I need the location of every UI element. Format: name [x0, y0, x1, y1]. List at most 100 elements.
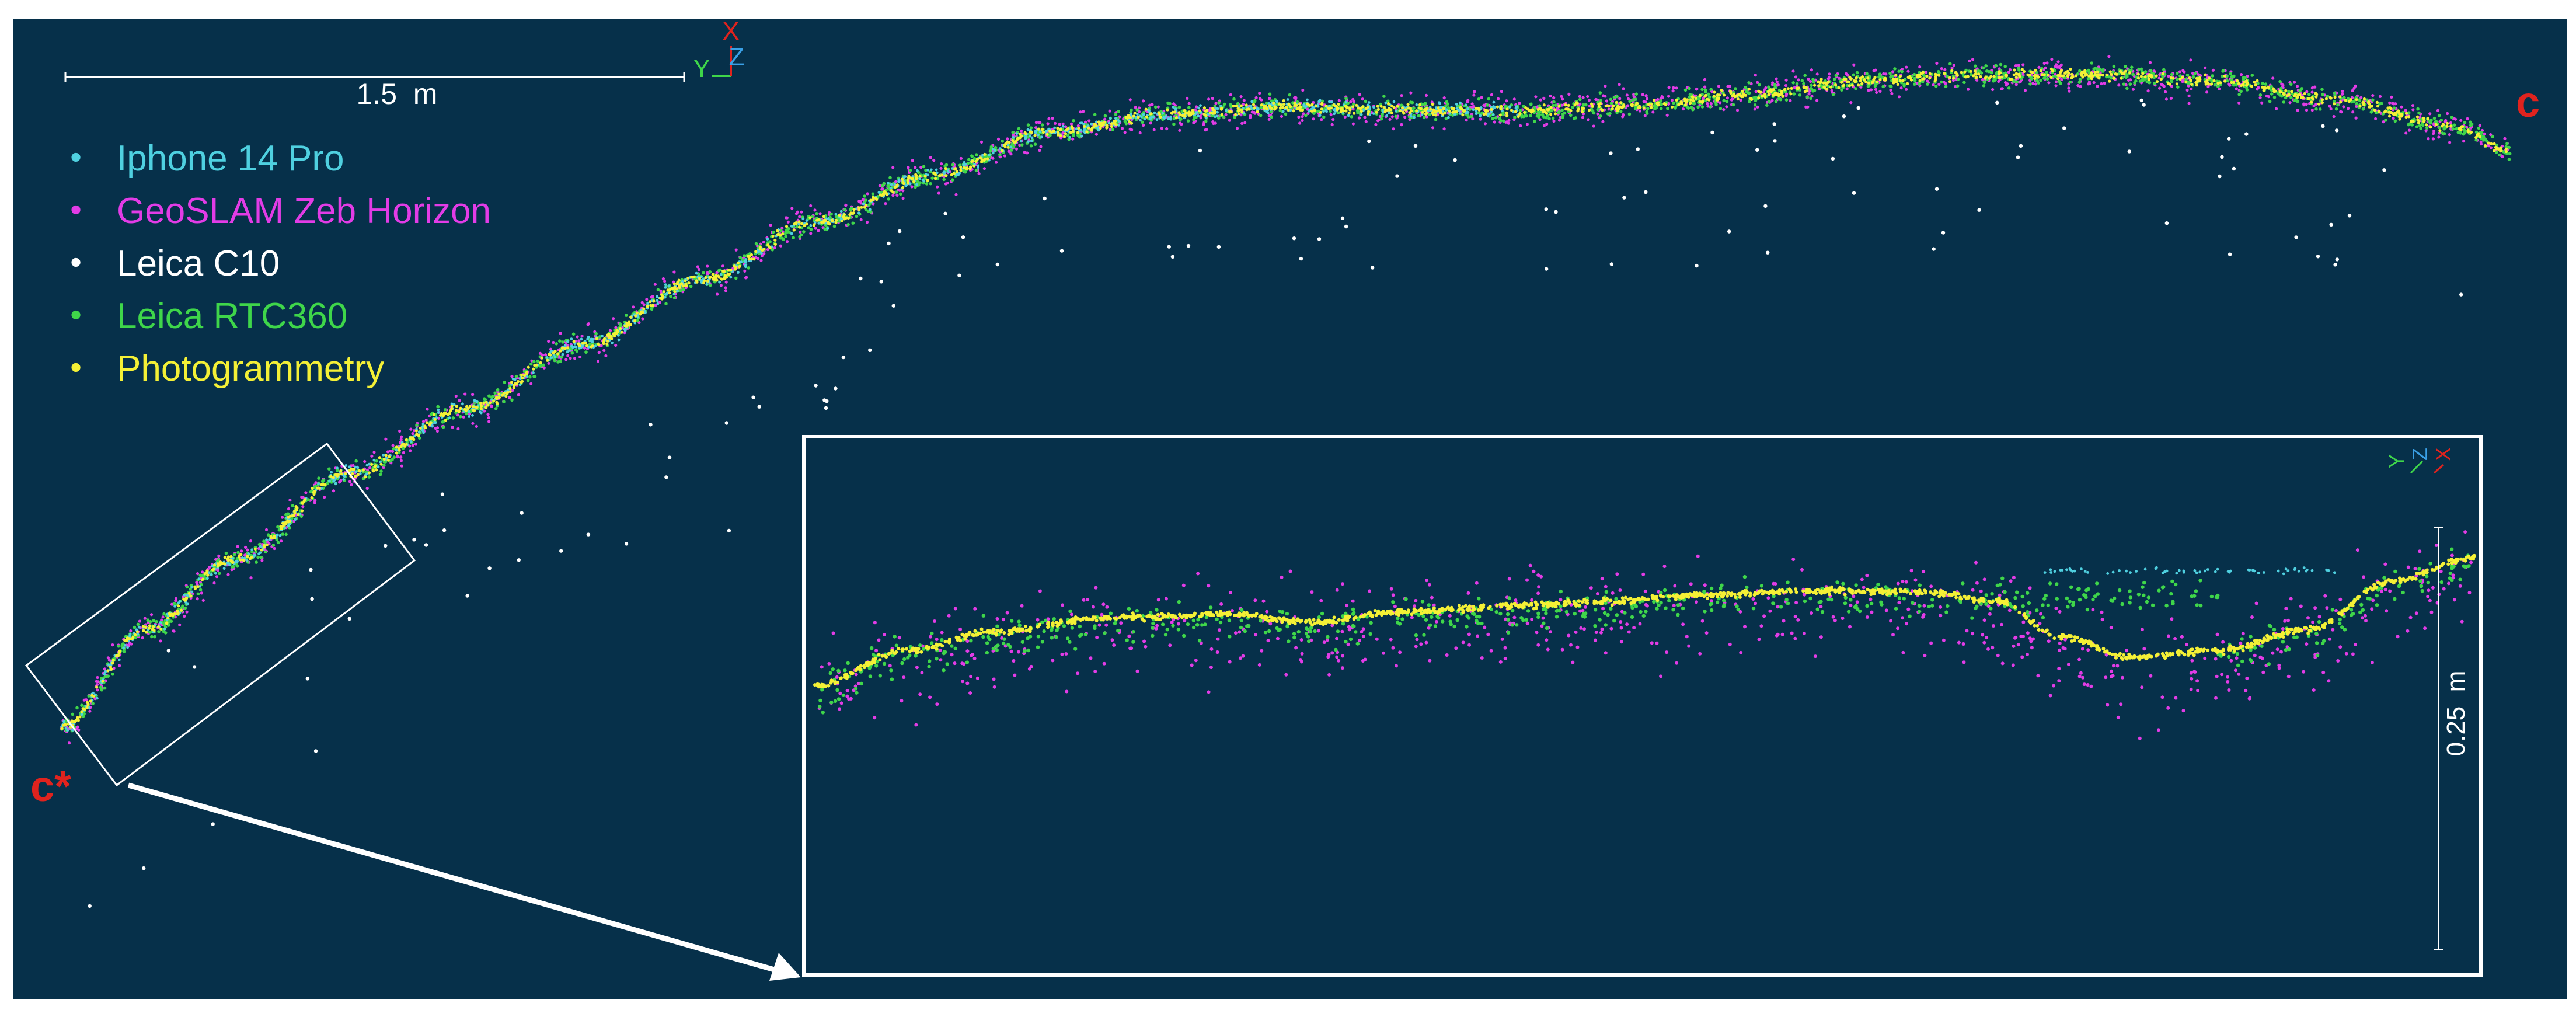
geoslam-point	[1646, 97, 1649, 100]
iphone-point	[96, 696, 99, 700]
iphone-point	[667, 284, 671, 288]
rtc360-point	[970, 155, 974, 158]
rtc360-point	[1612, 95, 1616, 99]
rtc360-point	[2176, 77, 2179, 81]
rtc360-point	[2225, 74, 2229, 78]
rtc360-point	[2293, 99, 2296, 102]
rtc360-point	[503, 381, 507, 384]
geoslam-point	[1596, 112, 1599, 116]
rtc360-point	[152, 619, 156, 622]
geoslam-point	[1357, 116, 1361, 120]
geoslam-point	[1695, 88, 1698, 91]
geoslam-point	[640, 301, 644, 304]
geoslam-point	[1763, 88, 1766, 92]
geoslam-point	[1364, 120, 1368, 123]
rtc360-point	[1204, 119, 1208, 123]
rtc360-point	[276, 525, 280, 529]
iphone-point	[1466, 107, 1470, 110]
iphone-point	[887, 182, 890, 185]
iphone-point	[570, 337, 573, 340]
geoslam-point	[1025, 151, 1029, 155]
rtc360-point	[1719, 107, 1723, 110]
geoslam-point	[1076, 124, 1080, 127]
geoslam-point	[2411, 108, 2415, 112]
geoslam-point	[578, 355, 582, 359]
photogrammetry-point	[423, 424, 427, 428]
rtc360-point	[2059, 82, 2062, 85]
geoslam-point	[2449, 121, 2452, 125]
c10-point	[1622, 196, 1626, 200]
rtc360-point	[1551, 116, 1555, 120]
rtc360-point	[1304, 113, 1308, 117]
photogrammetry-point	[1281, 106, 1285, 109]
iphone-point	[473, 399, 476, 402]
geoslam-point	[907, 166, 910, 169]
geoslam-point	[604, 354, 608, 358]
geoslam-point	[1756, 81, 1759, 84]
iphone-point	[1216, 110, 1219, 114]
geoslam-point	[2436, 109, 2440, 112]
iphone-point	[921, 178, 925, 182]
rtc360-point	[881, 184, 884, 188]
geoslam-point	[564, 358, 568, 361]
rtc360-point	[284, 532, 288, 537]
main-point-cloud	[60, 55, 2512, 745]
c10-point	[1609, 151, 1613, 155]
c10-point	[2347, 214, 2352, 218]
rtc360-point	[2092, 67, 2096, 71]
rtc360-point	[2287, 90, 2291, 93]
geoslam-point	[2014, 83, 2018, 86]
geoslam-point	[2008, 68, 2012, 72]
photogrammetry-point	[566, 346, 570, 350]
geoslam-point	[2354, 84, 2357, 88]
geoslam-point	[244, 545, 248, 549]
geoslam-point	[1703, 85, 1707, 89]
geoslam-point	[1019, 129, 1023, 133]
rtc360-point	[2193, 71, 2197, 75]
geoslam-point	[2191, 72, 2195, 75]
rtc360-point	[2101, 69, 2105, 73]
geoslam-point	[1794, 75, 1798, 79]
geoslam-point	[1998, 67, 2001, 71]
geoslam-point	[1471, 117, 1475, 121]
rtc360-point	[1803, 74, 1807, 78]
rtc360-point	[1010, 148, 1013, 152]
geoslam-point	[1602, 94, 1605, 97]
rtc360-point	[2068, 80, 2072, 84]
iphone-point	[1142, 113, 1145, 116]
iphone-point	[718, 280, 721, 284]
c10-point	[2016, 155, 2020, 159]
rtc360-point	[2334, 107, 2338, 111]
rtc360-point	[2392, 106, 2396, 110]
geoslam-point	[1207, 97, 1211, 101]
geoslam-point	[1061, 122, 1065, 126]
rtc360-point	[1758, 83, 1761, 87]
photogrammetry-point	[248, 557, 252, 560]
geoslam-point	[409, 427, 413, 431]
geoslam-point	[1235, 127, 1239, 130]
geoslam-point	[2280, 82, 2284, 86]
geoslam-point	[1138, 131, 1142, 135]
iphone-point	[1030, 140, 1033, 142]
rtc360-point	[784, 235, 787, 239]
rtc360-point	[2250, 74, 2254, 77]
rtc360-point	[855, 214, 859, 218]
geoslam-point	[1087, 119, 1091, 123]
photogrammetry-point	[2056, 74, 2060, 77]
iphone-point	[1415, 103, 1418, 106]
geoslam-point	[898, 189, 901, 192]
iphone-point	[1197, 114, 1200, 118]
c10-point	[1554, 210, 1558, 214]
geoslam-point	[552, 340, 555, 344]
iphone-point	[1508, 105, 1511, 109]
geoslam-point	[1465, 119, 1468, 122]
geoslam-point	[2347, 107, 2350, 110]
geoslam-point	[2313, 85, 2317, 89]
photogrammetry-point	[918, 175, 922, 178]
rtc360-point	[1382, 95, 1386, 98]
rtc360-point	[1498, 117, 1501, 120]
geoslam-point	[2314, 102, 2318, 106]
geoslam-point	[2305, 102, 2308, 106]
photogrammetry-point	[2159, 78, 2163, 81]
rtc360-point	[1029, 126, 1033, 130]
